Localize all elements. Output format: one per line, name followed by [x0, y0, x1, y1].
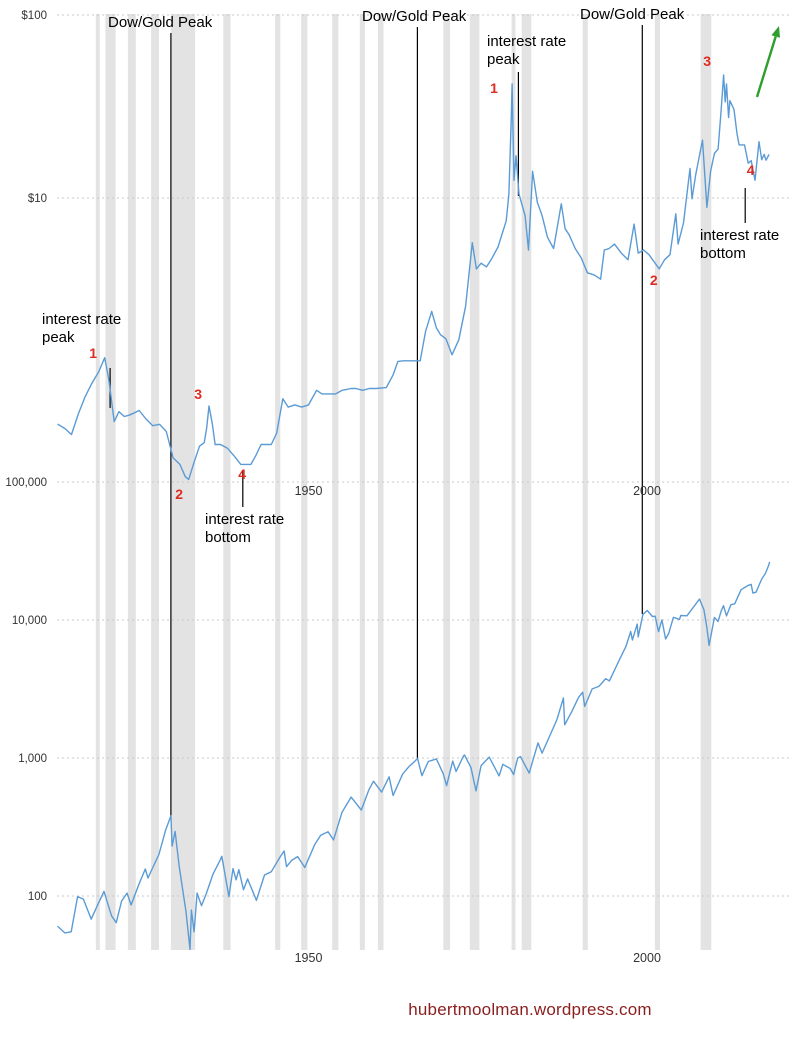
dow-jones-price-line [57, 561, 771, 951]
watermark: hubertmoolman.wordpress.com [408, 1000, 652, 1019]
recession-band [105, 14, 116, 950]
y-axis-tick-label: 100,000 [5, 477, 47, 489]
recession-band [521, 14, 532, 950]
recession-band [223, 14, 231, 950]
recession-band [332, 14, 339, 950]
recession-band [469, 14, 480, 950]
recession-band [151, 14, 159, 950]
recession-band [582, 14, 588, 950]
silver-price-line [57, 74, 770, 481]
y-axis-tick-label: 100 [28, 891, 47, 903]
dow-gold-peak-1929-label: Dow/Gold Peak [108, 14, 213, 31]
recession-band [443, 14, 451, 950]
recession-bands [95, 14, 712, 950]
projection-arrow-head [771, 26, 780, 38]
price-series-lines [57, 74, 771, 951]
cycle-number-2: 2 [650, 272, 658, 288]
annotation-lines [109, 25, 746, 816]
interest-rate-bottom-1941-label: interest rate bottom [205, 511, 284, 546]
y-axis-tick-label: $100 [21, 10, 47, 22]
x-axis-tick-label: 2000 [633, 484, 661, 498]
cycle-number-1: 1 [89, 345, 97, 361]
recession-band [127, 14, 136, 950]
cycle-number-4: 4 [238, 466, 246, 482]
y-axis-tick-label: 1,000 [18, 753, 47, 765]
cycle-number-1: 1 [490, 80, 498, 96]
annotation-labels: Dow/Gold Peak Dow/Gold Peak Dow/Gold Peak i… [42, 6, 779, 546]
cycle-number-3: 3 [703, 53, 711, 69]
dow-gold-peak-1966-label: Dow/Gold Peak [362, 8, 467, 25]
interest-rate-bottom-2016-label: interest rate bottom [700, 227, 779, 262]
gridlines [57, 14, 790, 897]
interest-rate-peak-1981-label: interest rate peak [487, 33, 566, 68]
cycle-number-2: 2 [175, 486, 183, 502]
projection-arrow-shaft [755, 36, 777, 98]
interest-rate-peak-1920-label: interest rate peak [42, 311, 121, 346]
cycle-number-markers: 1 2 3 4 1 2 3 4 [89, 53, 754, 502]
recession-band [377, 14, 384, 950]
silver-projection-arrow [755, 26, 780, 98]
recession-band [301, 14, 308, 950]
x-axis-tick-label: 1950 [295, 951, 323, 965]
x-axis-tick-label: 2000 [633, 951, 661, 965]
cycle-number-4: 4 [747, 162, 755, 178]
dow-gold-peak-1999-label: Dow/Gold Peak [580, 6, 685, 23]
cycle-number-3: 3 [194, 386, 202, 402]
y-axis-tick-label: 10,000 [12, 615, 47, 627]
axis-tick-labels: $100 $10 1950 2000 100,000 10,000 1,000 100 1950… [5, 10, 661, 965]
x-axis-tick-label: 1950 [295, 484, 323, 498]
recession-band [700, 14, 712, 950]
y-axis-tick-label: $10 [28, 193, 47, 205]
